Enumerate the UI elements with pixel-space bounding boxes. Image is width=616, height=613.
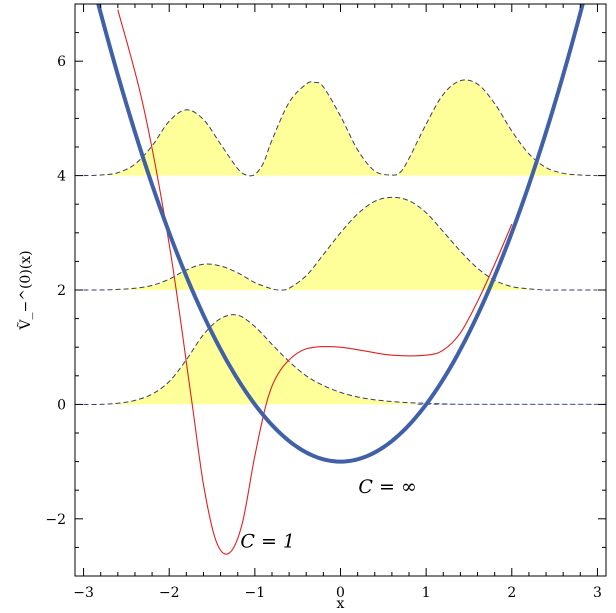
y-tick-label: 6 xyxy=(57,54,66,70)
profile-outline-0 xyxy=(83,314,598,405)
annotation-0: C = ∞ xyxy=(358,476,416,498)
profile-fill-2 xyxy=(83,79,598,176)
x-tick-label: −1 xyxy=(245,585,266,601)
y-tick-label: 0 xyxy=(57,397,66,413)
profile-fill-0 xyxy=(83,314,598,405)
x-tick-label: −2 xyxy=(159,585,180,601)
wavefunction-profiles xyxy=(83,79,606,405)
series-c-equals-infinity xyxy=(96,4,585,464)
y-tick-label: −2 xyxy=(45,512,66,528)
y-axis-label: Ṽ_−^(0)(x) xyxy=(16,250,34,330)
potential-curves xyxy=(96,4,585,555)
profile-outline-1 xyxy=(83,196,598,291)
x-tick-label: 2 xyxy=(507,585,516,601)
axis-ticks: −3 −2 −1 0 1 2 3 −2 0 2 4 6 xyxy=(45,3,606,601)
x-axis-label: x xyxy=(337,596,345,612)
x-tick-label: 0 xyxy=(336,585,345,601)
x-tick-label: 1 xyxy=(422,585,431,601)
y-tick-label: 4 xyxy=(57,169,66,185)
x-tick-label: −3 xyxy=(73,585,94,601)
profile-outline-2 xyxy=(83,79,598,177)
x-tick-label: 3 xyxy=(593,585,602,601)
y-tick-label: 2 xyxy=(57,283,66,299)
annotations: C = ∞ C = 1 xyxy=(240,476,416,552)
series-c-equals-1 xyxy=(117,9,513,555)
annotation-1: C = 1 xyxy=(240,530,295,552)
profile-fill-1 xyxy=(83,197,598,291)
